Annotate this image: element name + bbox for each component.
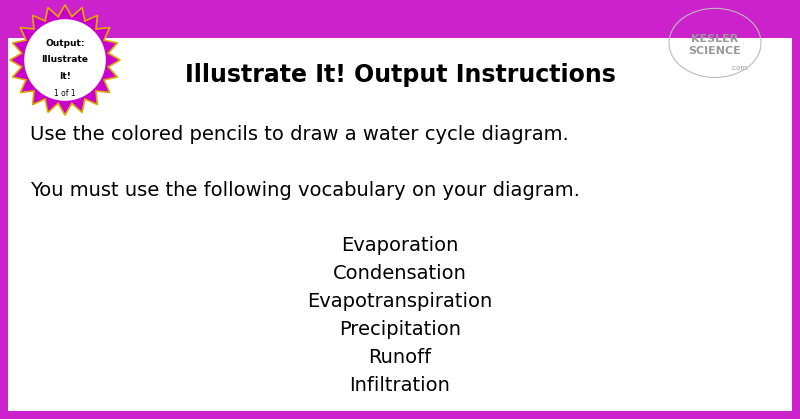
- Text: Illustrate: Illustrate: [42, 55, 89, 65]
- Text: Condensation: Condensation: [333, 264, 467, 282]
- Text: It!: It!: [59, 72, 71, 81]
- Text: Output:: Output:: [46, 39, 85, 48]
- Text: You must use the following vocabulary on your diagram.: You must use the following vocabulary on…: [30, 181, 580, 199]
- Text: Illustrate It! Output Instructions: Illustrate It! Output Instructions: [185, 63, 615, 87]
- Polygon shape: [10, 5, 120, 115]
- Text: Precipitation: Precipitation: [339, 320, 461, 339]
- Text: 1 of 1: 1 of 1: [54, 88, 76, 98]
- Text: KESLER
SCIENCE: KESLER SCIENCE: [689, 34, 742, 56]
- Text: Runoff: Runoff: [369, 347, 431, 367]
- Text: Evaporation: Evaporation: [342, 235, 458, 254]
- Text: Evapotranspiration: Evapotranspiration: [307, 292, 493, 310]
- Circle shape: [24, 19, 106, 101]
- Text: Use the colored pencils to draw a water cycle diagram.: Use the colored pencils to draw a water …: [30, 126, 569, 145]
- Text: Infiltration: Infiltration: [350, 375, 450, 395]
- Text: .com: .com: [730, 65, 747, 71]
